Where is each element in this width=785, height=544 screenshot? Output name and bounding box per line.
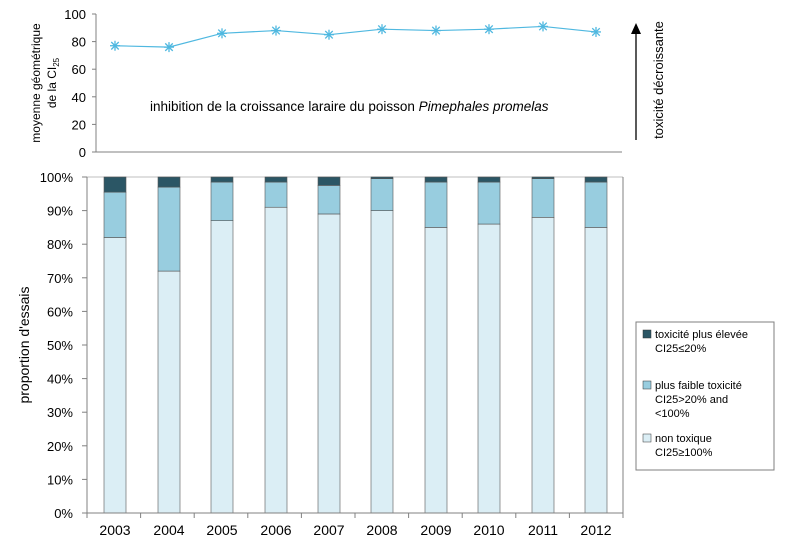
top-y-tick-label: 40 <box>72 90 86 105</box>
bar-segment-0 <box>531 217 555 514</box>
top-y-tick-label: 80 <box>72 35 86 50</box>
legend-swatch-low <box>642 380 652 390</box>
top-data-point <box>591 26 601 37</box>
bar-segment-0 <box>424 227 448 514</box>
bar-segment-2 <box>210 176 234 183</box>
legend-non-line2: CI25≥100% <box>655 447 713 459</box>
x-tick-label: 2003 <box>99 522 130 538</box>
top-data-point <box>110 40 120 51</box>
bar-segment-2 <box>317 176 341 186</box>
legend-swatch-high <box>642 329 652 339</box>
x-tick-label: 2004 <box>153 522 184 538</box>
top-y-tick-label: 20 <box>72 117 86 132</box>
top-y-ticks: 0 20 40 60 80 100 <box>64 7 96 160</box>
bar-segment-0 <box>210 220 234 514</box>
top-data-point <box>431 25 441 36</box>
top-data-point <box>538 21 548 32</box>
x-tick-label: 2010 <box>473 522 504 538</box>
bottom-y-ticks: 0% 10% 20% 30% 40% 50% 60% 70% 80% 90% 100% <box>40 170 87 521</box>
bottom-x-ticks: 2003 2004 2005 2006 2007 2008 2009 2010 2011 2012 <box>86 513 624 538</box>
top-y-tick-label: 100 <box>64 7 86 22</box>
bottom-y-tick-label: 50% <box>47 338 73 353</box>
top-y-tick-label: 60 <box>72 62 86 77</box>
bar-segment-0 <box>584 227 608 514</box>
legend-swatch-non <box>642 433 652 443</box>
top-ylabel-line1: moyenne géométrique <box>29 23 43 143</box>
bottom-y-tick-label: 60% <box>47 304 73 319</box>
x-tick-label: 2006 <box>260 522 291 538</box>
bottom-y-tick-label: 80% <box>47 237 73 252</box>
bar-segment-1 <box>103 191 127 238</box>
bottom-y-tick-label: 70% <box>47 271 73 286</box>
bottom-y-tick-label: 40% <box>47 372 73 387</box>
arrow-head-icon <box>631 23 641 34</box>
top-data-point <box>484 24 494 35</box>
legend-high-line1: toxicité plus élevée <box>655 329 748 341</box>
bar-segment-0 <box>264 206 288 514</box>
top-data-point <box>164 42 174 53</box>
top-series-line <box>114 25 597 48</box>
bar-segment-1 <box>477 181 501 225</box>
bottom-bar-chart: proportion d'essais 0% 10% 20% 30% 40% 50% 60%… <box>16 170 775 538</box>
top-y-tick-label: 0 <box>79 145 86 160</box>
right-label: toxicité décroissante <box>651 21 666 139</box>
x-tick-label: 2012 <box>580 522 611 538</box>
bar-segment-2 <box>477 176 501 183</box>
legend-non-line1: non toxique <box>655 433 712 445</box>
x-tick-label: 2007 <box>313 522 344 538</box>
x-tick-label: 2009 <box>420 522 451 538</box>
top-series-points <box>110 21 601 53</box>
bottom-y-tick-label: 10% <box>47 472 73 487</box>
bottom-ylabel: proportion d'essais <box>16 286 32 403</box>
bottom-y-tick-label: 20% <box>47 439 73 454</box>
bar-segment-0 <box>477 223 501 514</box>
top-data-point <box>377 24 387 35</box>
legend: toxicité plus élevée CI25≤20% plus faibl… <box>635 321 775 471</box>
top-ylabel-line2: de la CI25 <box>45 57 61 108</box>
legend-box <box>635 321 775 471</box>
bar-segment-1 <box>370 178 394 211</box>
bottom-y-tick-label: 0% <box>54 506 73 521</box>
bar-segment-1 <box>531 178 555 218</box>
top-data-point <box>324 29 334 40</box>
bars <box>103 176 608 514</box>
bar-segment-2 <box>370 176 394 179</box>
legend-high-line2: CI25≤20% <box>655 343 707 355</box>
bar-segment-1 <box>264 181 288 208</box>
bar-segment-1 <box>157 186 181 272</box>
bar-segment-0 <box>157 270 181 514</box>
bar-segment-0 <box>103 237 127 514</box>
top-annotation: inhibition de la croissance laraire du p… <box>150 99 549 114</box>
bar-segment-2 <box>264 176 288 183</box>
bar-segment-0 <box>370 210 394 514</box>
top-line-chart: moyenne géométrique de la CI25 0 20 40 60 80… <box>29 7 666 160</box>
bar-segment-2 <box>424 176 448 183</box>
bar-segment-2 <box>584 176 608 183</box>
bar-segment-2 <box>531 176 555 179</box>
bar-segment-1 <box>424 181 448 228</box>
bar-segment-1 <box>584 181 608 228</box>
legend-low-line1: plus faible toxicité <box>655 380 742 392</box>
bottom-y-tick-label: 30% <box>47 405 73 420</box>
x-tick-label: 2008 <box>366 522 397 538</box>
bottom-y-tick-label: 90% <box>47 204 73 219</box>
x-tick-label: 2011 <box>528 522 558 538</box>
legend-low-line3: <100% <box>655 408 690 420</box>
bottom-y-tick-label: 100% <box>40 170 74 185</box>
top-data-point <box>217 28 227 39</box>
bar-segment-0 <box>317 213 341 514</box>
bar-segment-1 <box>210 181 234 221</box>
bar-segment-1 <box>317 185 341 215</box>
top-data-point <box>271 25 281 36</box>
bar-segment-2 <box>157 176 181 188</box>
legend-low-line2: CI25>20% and <box>655 394 728 406</box>
x-tick-label: 2005 <box>206 522 237 538</box>
bar-segment-2 <box>103 176 127 193</box>
